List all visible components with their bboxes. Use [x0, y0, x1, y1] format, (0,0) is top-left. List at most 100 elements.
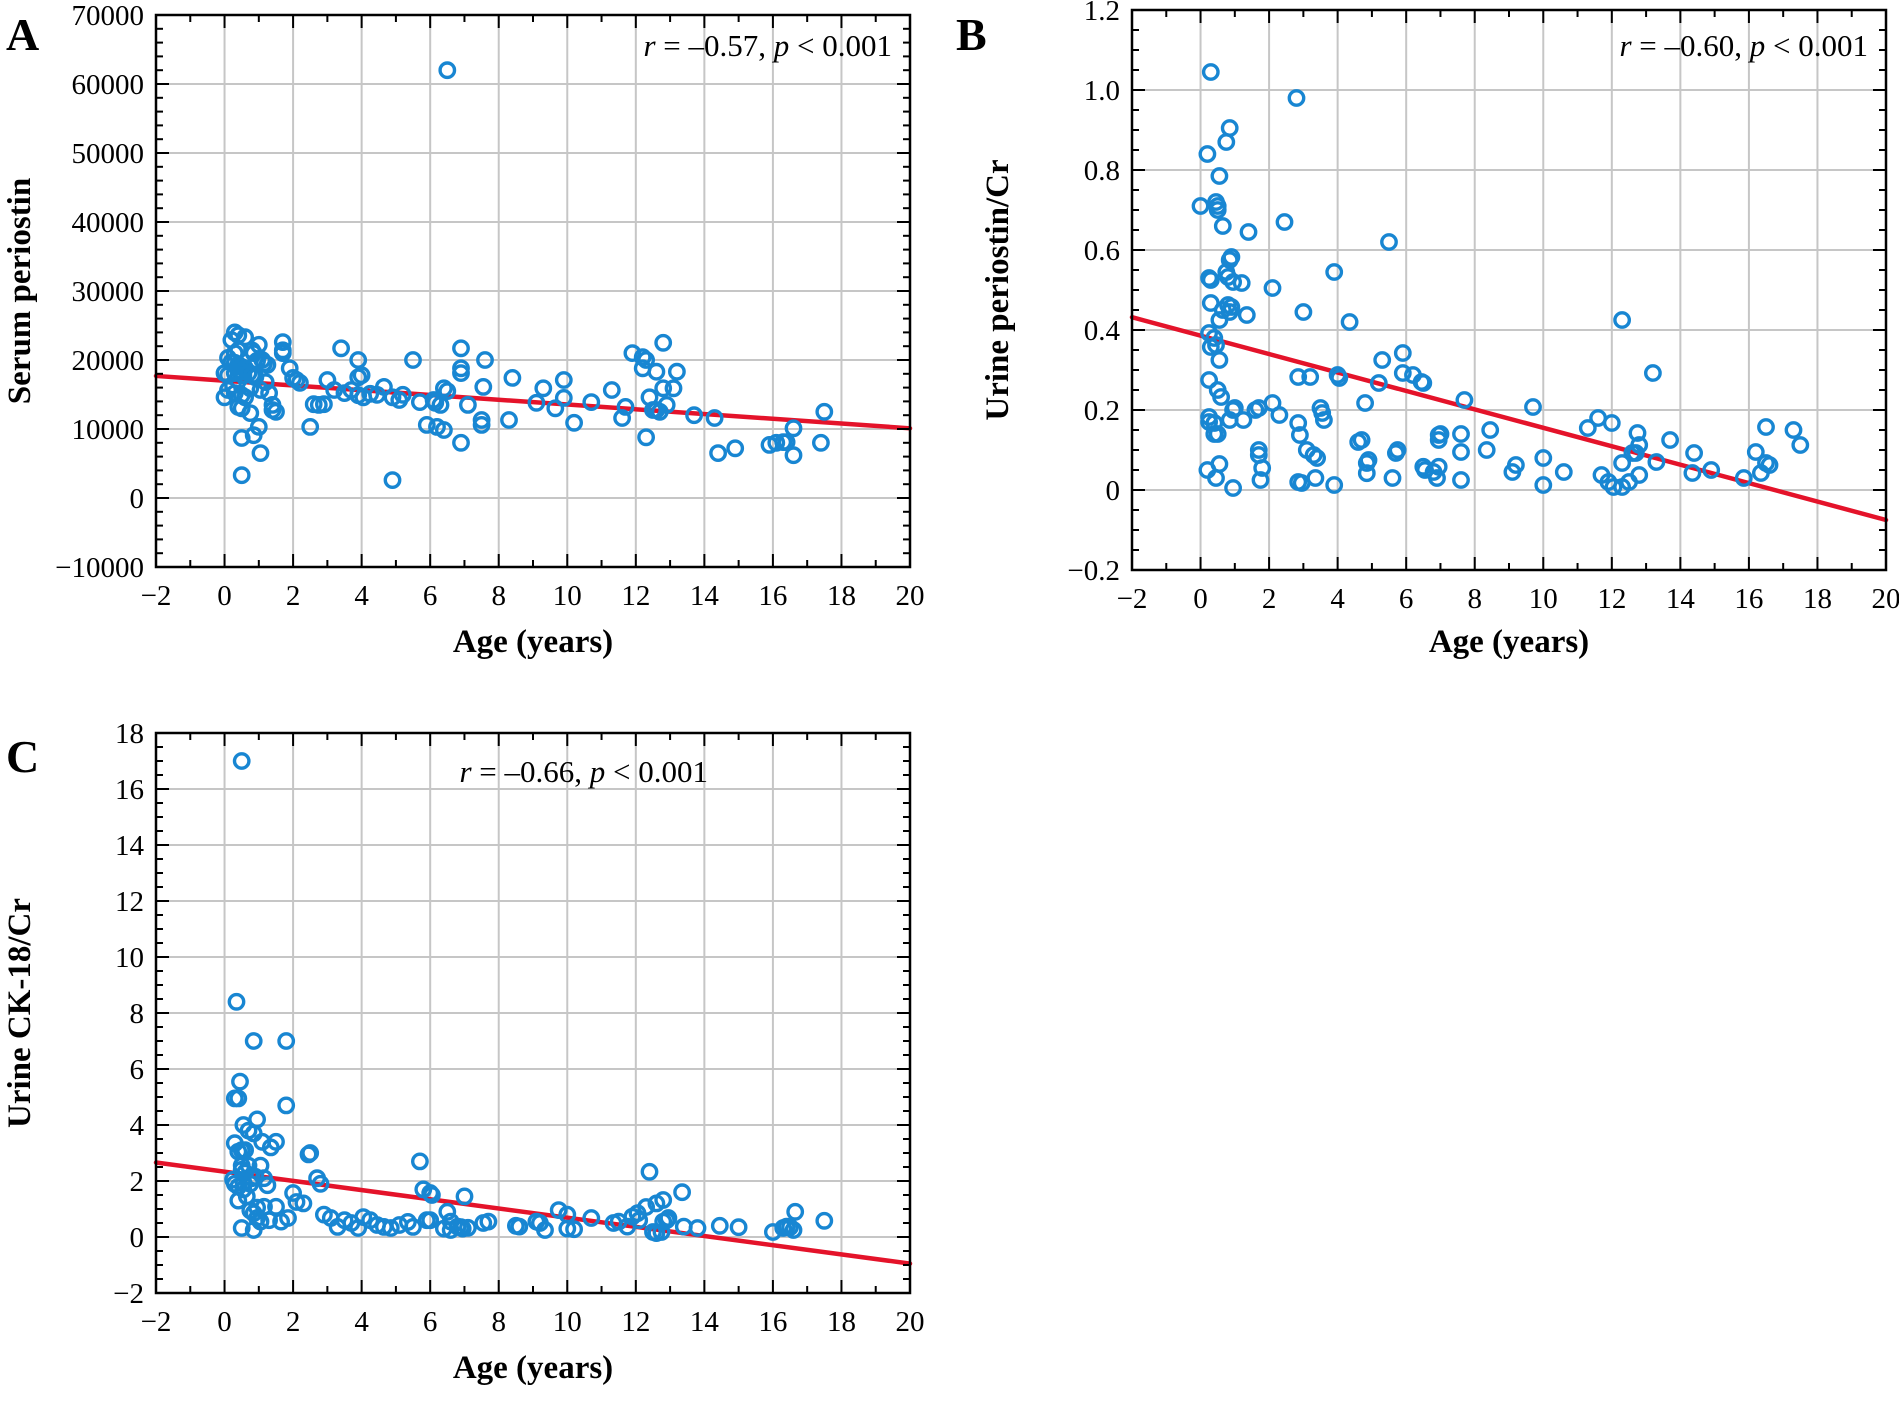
- x-tick-label: 10: [553, 1306, 582, 1338]
- data-point: [1615, 313, 1629, 327]
- x-tick-label: 8: [1467, 583, 1482, 615]
- annotation-text: = –0.57,: [656, 28, 774, 63]
- data-point: [247, 1034, 261, 1048]
- data-point: [1289, 91, 1303, 105]
- data-point: [1396, 346, 1410, 360]
- data-point: [814, 436, 828, 450]
- data-point: [1342, 315, 1356, 329]
- data-point: [1483, 423, 1497, 437]
- panel-b-correlation-annotation: r = –0.60, p < 0.001: [1619, 28, 1868, 63]
- data-point: [440, 63, 454, 77]
- panel-a-correlation-annotation: r = –0.57, p < 0.001: [643, 28, 892, 63]
- data-point: [1277, 215, 1291, 229]
- y-tick-label: 8: [130, 998, 145, 1030]
- data-point: [454, 341, 468, 355]
- annotation-stat-symbol: r: [643, 28, 656, 63]
- panel-a-x-axis-title: Age (years): [453, 624, 613, 660]
- data-point: [279, 1098, 293, 1112]
- data-point: [1454, 445, 1468, 459]
- panel-c-x-axis-title: Age (years): [453, 1350, 613, 1386]
- x-tick-label: 8: [491, 1306, 506, 1338]
- y-tick-label: 50000: [72, 138, 145, 170]
- x-tick-label: −2: [141, 1306, 172, 1338]
- data-point: [1454, 473, 1468, 487]
- data-point: [235, 754, 249, 768]
- data-point: [670, 365, 684, 379]
- panel-a-letter: A: [6, 9, 39, 60]
- y-tick-label: 20000: [72, 345, 145, 377]
- x-tick-label: 18: [827, 1306, 856, 1338]
- y-tick-label: −10000: [55, 552, 144, 584]
- y-tick-label: 40000: [72, 207, 145, 239]
- x-tick-label: 14: [690, 1306, 720, 1338]
- data-point: [1327, 265, 1341, 279]
- data-point: [454, 436, 468, 450]
- data-point: [413, 395, 427, 409]
- data-point: [817, 405, 831, 419]
- annotation-text: < 0.001: [1765, 28, 1868, 63]
- x-tick-label: −2: [141, 580, 172, 612]
- data-point: [605, 383, 619, 397]
- panel-a-gridlines: [156, 15, 910, 567]
- data-point: [1759, 420, 1773, 434]
- panel-b-points: [1193, 65, 1807, 495]
- x-tick-label: 6: [423, 1306, 438, 1338]
- data-point: [639, 430, 653, 444]
- data-point: [711, 446, 725, 460]
- data-point: [1212, 353, 1226, 367]
- panel-a-points: [217, 63, 831, 487]
- annotation-stat-symbol: p: [1748, 28, 1766, 63]
- y-tick-label: 18: [115, 718, 144, 750]
- data-point: [457, 1189, 471, 1203]
- x-tick-label: 4: [354, 580, 369, 612]
- x-tick-label: 10: [553, 580, 582, 612]
- x-tick-label: 2: [1262, 583, 1277, 615]
- data-point: [1212, 457, 1226, 471]
- y-tick-label: 16: [115, 774, 144, 806]
- y-tick-label: 10000: [72, 414, 145, 446]
- data-point: [675, 1185, 689, 1199]
- annotation-stat-symbol: r: [1619, 28, 1632, 63]
- annotation-stat-symbol: p: [772, 28, 790, 63]
- annotation-text: < 0.001: [605, 754, 708, 789]
- data-point: [557, 373, 571, 387]
- x-tick-label: 12: [1597, 583, 1626, 615]
- data-point: [253, 446, 267, 460]
- data-point: [413, 1154, 427, 1168]
- data-point: [229, 995, 243, 1009]
- annotation-stat-symbol: r: [459, 754, 472, 789]
- x-tick-label: 16: [758, 580, 787, 612]
- x-tick-label: 2: [286, 580, 301, 612]
- data-point: [1240, 308, 1254, 322]
- data-point: [1687, 446, 1701, 460]
- x-tick-label: 16: [758, 1306, 787, 1338]
- data-point: [1265, 281, 1279, 295]
- y-tick-label: 6: [130, 1054, 145, 1086]
- x-tick-label: 10: [1529, 583, 1558, 615]
- annotation-text: = –0.66,: [472, 754, 590, 789]
- x-tick-label: 0: [217, 580, 232, 612]
- x-tick-label: 4: [354, 1306, 369, 1338]
- x-tick-label: 18: [1803, 583, 1832, 615]
- y-tick-label: 0: [130, 1222, 145, 1254]
- data-point: [1557, 465, 1571, 479]
- data-point: [1223, 121, 1237, 135]
- panel-b-x-axis-title: Age (years): [1429, 624, 1589, 660]
- panel-b-letter: B: [956, 9, 987, 60]
- data-point: [642, 1165, 656, 1179]
- y-tick-label: 60000: [72, 69, 145, 101]
- data-point: [1358, 396, 1372, 410]
- y-tick-label: 0.2: [1084, 395, 1120, 427]
- data-point: [1663, 433, 1677, 447]
- y-tick-label: 0: [1106, 475, 1121, 507]
- data-point: [1646, 366, 1660, 380]
- data-point: [1786, 423, 1800, 437]
- annotation-text: < 0.001: [789, 28, 892, 63]
- panel-c-letter: C: [6, 731, 39, 782]
- panel-c-y-axis-title: Urine CK-18/Cr: [2, 898, 38, 1128]
